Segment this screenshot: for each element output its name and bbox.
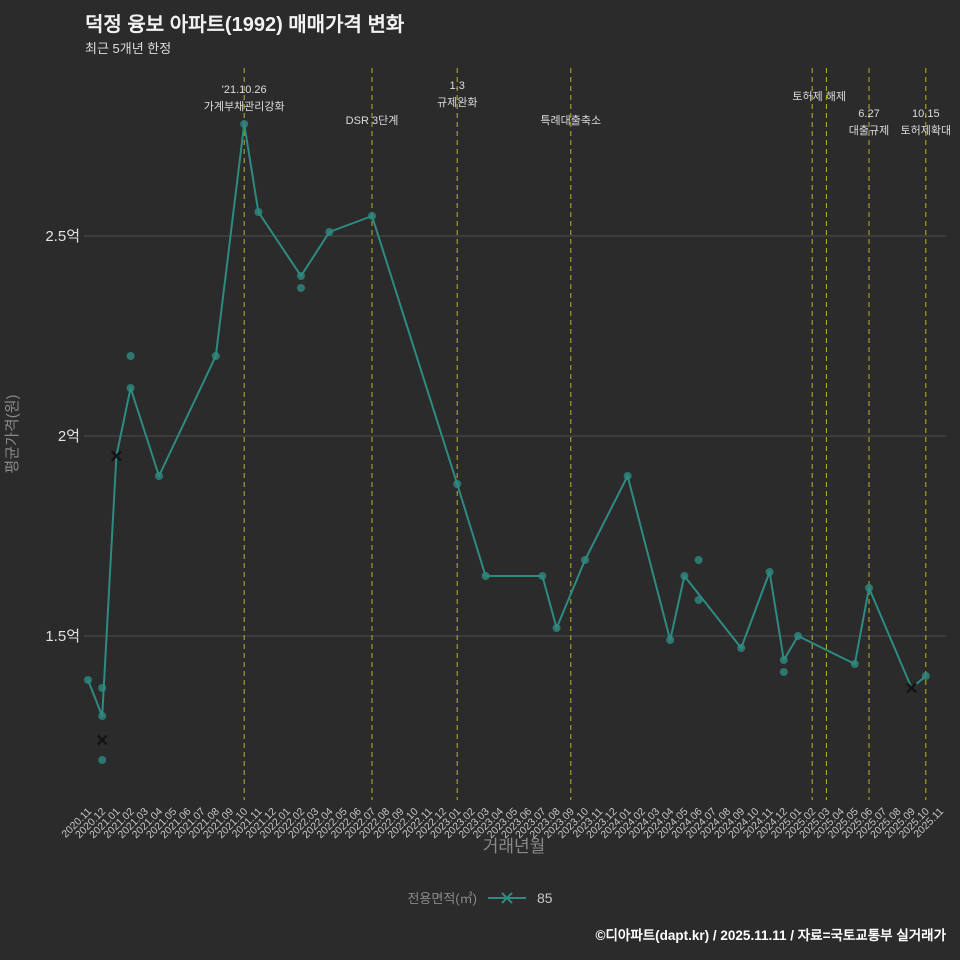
y-axis-title: 평균가격(원) xyxy=(4,395,21,474)
transaction-point xyxy=(325,228,334,236)
transaction-point xyxy=(552,624,561,632)
transaction-point xyxy=(297,272,305,280)
transaction-point xyxy=(921,672,930,680)
transaction-point xyxy=(453,480,462,488)
policy-event-label: 6.27 xyxy=(858,108,879,120)
chart-legend[interactable]: 전용면적(㎡) 85 xyxy=(0,888,960,907)
policy-event-label: 대출규제 xyxy=(849,124,889,137)
transaction-point xyxy=(126,352,135,360)
transaction-point xyxy=(694,596,703,604)
transaction-point xyxy=(211,352,220,360)
legend-area-label: 전용면적(㎡) xyxy=(407,891,477,906)
cancelled-transaction-x-marker xyxy=(111,450,122,462)
policy-event-label: 토허제확대 xyxy=(900,124,951,137)
transaction-point xyxy=(155,472,163,480)
transaction-point xyxy=(297,284,305,292)
policy-event-label: 토허제 해제 xyxy=(792,89,846,103)
transaction-point xyxy=(694,556,703,564)
transaction-point xyxy=(84,676,92,684)
transaction-point xyxy=(623,472,632,480)
y-tick-label: 2.5억 xyxy=(45,228,80,245)
source-credit: ©디아파트(dapt.kr) / 2025.11.11 / 자료=국토교통부 실… xyxy=(595,928,946,943)
transaction-point xyxy=(779,656,788,664)
transaction-point xyxy=(581,556,589,564)
transaction-point xyxy=(126,384,135,392)
transaction-point xyxy=(850,660,859,668)
transaction-point xyxy=(98,756,107,764)
policy-event-label: 규제완화 xyxy=(437,96,477,109)
transaction-point xyxy=(865,584,873,592)
policy-event-label: 10.15 xyxy=(912,108,940,120)
transaction-point xyxy=(666,636,675,644)
price-series-line xyxy=(87,123,927,717)
transaction-point xyxy=(98,684,107,692)
legend-line-x-marker-icon xyxy=(487,891,526,904)
chart-subtitle: 최근 5개년 한정 xyxy=(85,41,172,56)
transaction-point xyxy=(538,572,547,580)
transaction-point xyxy=(765,568,774,576)
transaction-point xyxy=(240,120,249,128)
transaction-point xyxy=(481,572,490,580)
chart-title: 덕정 융보 아파트(1992) 매매가격 변화 xyxy=(85,14,405,36)
transaction-point xyxy=(98,712,107,720)
legend-series-name: 85 xyxy=(536,889,553,906)
policy-event-label: DSR 3단계 xyxy=(346,114,399,127)
y-tick-label: 1.5억 xyxy=(45,628,80,645)
policy-event-label: 특례대출축소 xyxy=(540,114,601,127)
transaction-point xyxy=(737,644,746,652)
x-axis-title: 거래년월 xyxy=(483,837,546,856)
transaction-point xyxy=(254,208,263,216)
transaction-point xyxy=(794,632,802,640)
price-history-line-chart: 1.5억2억2.5억2020.112020.122021.012021.0220… xyxy=(4,68,951,856)
policy-event-label: 1.3 xyxy=(450,80,465,92)
y-tick-label: 2억 xyxy=(58,428,80,445)
policy-event-label: '21.10.26 xyxy=(222,84,267,96)
transaction-point xyxy=(779,668,788,676)
transaction-point xyxy=(680,572,689,580)
cancelled-transaction-x-marker xyxy=(96,734,108,746)
transaction-point xyxy=(368,212,376,220)
policy-event-label: 가계부채관리강화 xyxy=(204,100,285,113)
cancelled-transaction-x-marker xyxy=(906,682,917,694)
